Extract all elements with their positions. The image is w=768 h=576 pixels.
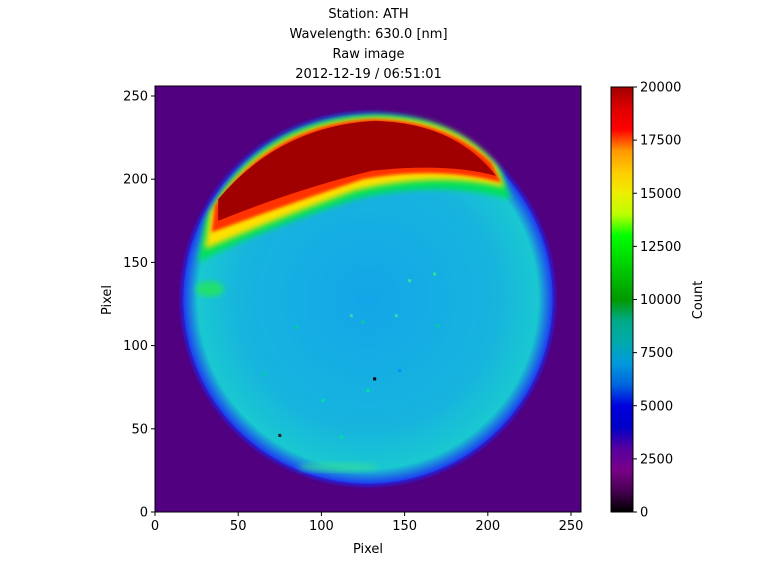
x-axis-label: Pixel	[353, 542, 383, 557]
colorbar-tick-label: 15000	[640, 187, 681, 202]
star-dot	[433, 272, 437, 276]
colorbar-label: Count	[691, 281, 706, 320]
colorbar-tick-label: 7500	[640, 346, 673, 361]
colorbar-tick-label: 17500	[640, 134, 681, 149]
star-dot	[263, 372, 267, 376]
star-dot	[278, 433, 282, 437]
colorbar	[610, 86, 634, 513]
chart-title-line-2: Wavelength: 630.0 [nm]	[289, 27, 448, 42]
star-dot	[436, 324, 440, 328]
y-tick-label: 50	[131, 422, 148, 437]
x-axis-ticks: 0 50 100 150 200 250	[151, 512, 584, 534]
y-tick-label: 100	[123, 339, 148, 354]
star-dot	[349, 314, 353, 318]
y-tick-label: 250	[123, 89, 148, 104]
star-dot	[361, 320, 365, 324]
colorbar-tick-label: 10000	[640, 293, 681, 308]
y-axis-label: Pixel	[100, 285, 115, 315]
star-dot	[294, 325, 298, 329]
x-tick-label: 50	[230, 519, 247, 534]
chart-title-line-1: Station: ATH	[328, 7, 409, 22]
star-dot	[394, 314, 398, 318]
y-tick-label: 150	[123, 256, 148, 271]
colorbar-tick-label: 5000	[640, 399, 673, 414]
plot-frame	[154, 85, 582, 513]
star-dot	[321, 399, 325, 403]
star-dot	[339, 435, 343, 439]
chart-title-line-3: Raw image	[332, 47, 405, 62]
all-sky-image	[155, 86, 581, 512]
x-tick-label: 250	[559, 519, 584, 534]
star-dot	[398, 369, 402, 373]
y-tick-label: 200	[123, 173, 148, 188]
colorbar-tick-label: 12500	[640, 240, 681, 255]
bottom-glow	[298, 462, 379, 473]
colorbar-ticks: 0 2500 5000 7500 10000 12500 15000 17500 20000	[633, 81, 681, 521]
left-patch	[195, 281, 224, 298]
colorbar-tick-label: 0	[640, 506, 648, 521]
colorbar-tick-label: 20000	[640, 81, 681, 96]
band-saturated	[218, 120, 497, 221]
x-tick-label: 100	[309, 519, 334, 534]
star-dot	[408, 279, 412, 283]
star-dot	[373, 377, 377, 381]
chart-title-line-4: 2012-12-19 / 06:51:01	[295, 67, 442, 82]
x-tick-label: 150	[392, 519, 417, 534]
star-dot	[366, 389, 370, 393]
x-tick-label: 0	[151, 519, 159, 534]
y-tick-label: 0	[140, 506, 148, 521]
x-tick-label: 200	[475, 519, 500, 534]
y-axis-ticks: 0 50 100 150 200 250	[123, 89, 155, 521]
colorbar-tick-label: 2500	[640, 452, 673, 467]
